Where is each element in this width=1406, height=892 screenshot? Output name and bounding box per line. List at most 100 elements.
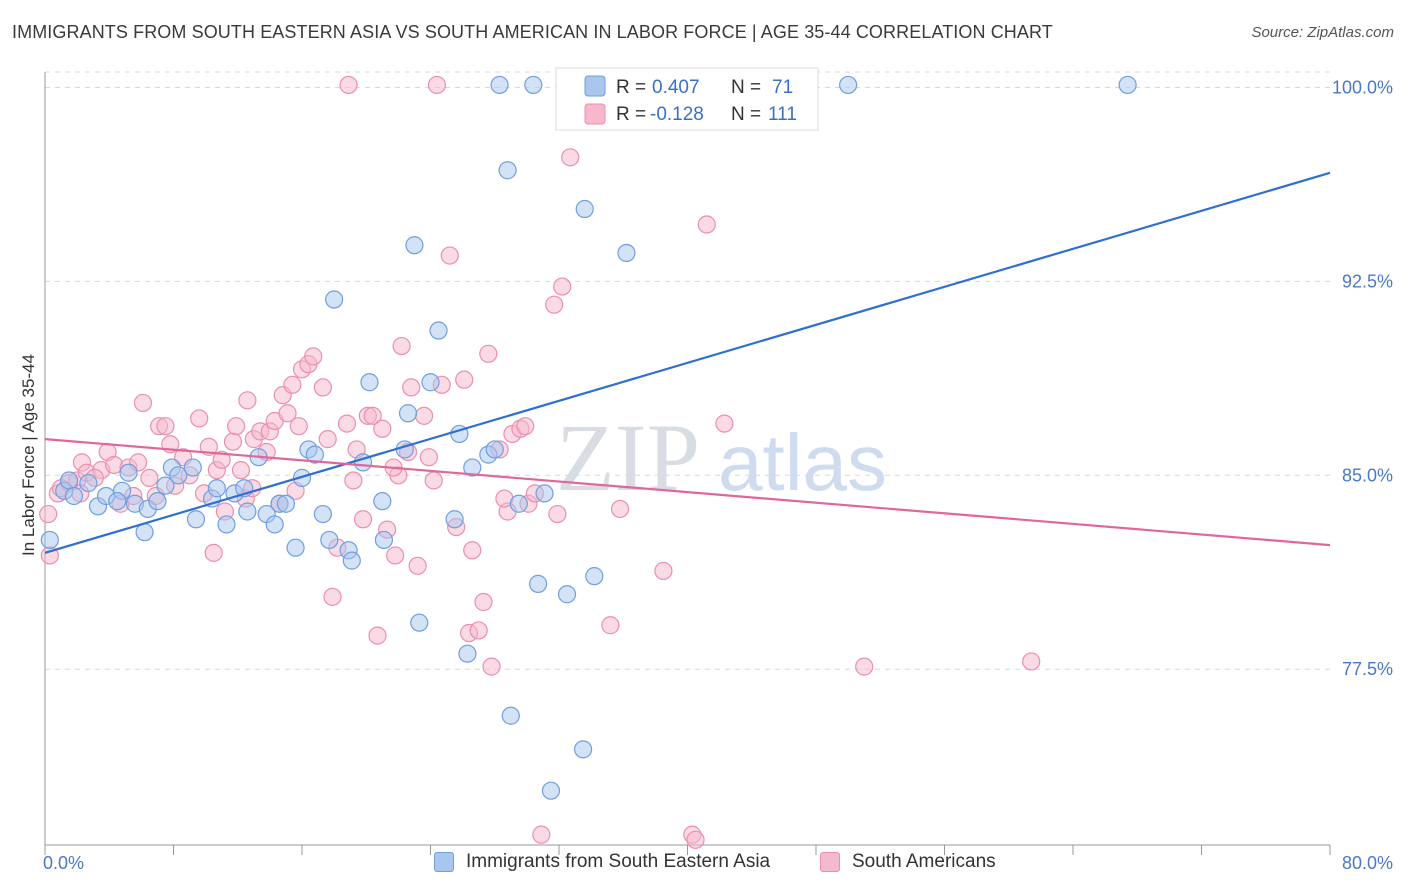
- series-south-eastern-asia: [40, 75, 1137, 800]
- legend-item-south-eastern-asia: Immigrants from South Eastern Asia: [434, 851, 770, 873]
- legend-swatch-pink: [820, 852, 840, 872]
- blue-point-4: [79, 473, 98, 493]
- pink-point-104: [344, 471, 363, 490]
- legend-blue-n-value: 71: [772, 77, 793, 98]
- legend-label-south-americans: South Americans: [852, 851, 996, 872]
- pink-point-62: [414, 406, 434, 425]
- pink-point-38: [278, 404, 297, 423]
- pink-point-109: [212, 450, 231, 469]
- pink-point-73: [479, 344, 498, 363]
- pink-point-95: [855, 657, 874, 676]
- blue-point-46: [445, 510, 464, 529]
- pink-point-26: [223, 432, 243, 451]
- pink-point-53: [368, 626, 387, 645]
- blue-point-64: [617, 243, 636, 263]
- pink-point-60: [402, 378, 421, 397]
- blue-point-18: [207, 479, 226, 498]
- grid-lines: [45, 71, 1330, 670]
- pink-point-21: [190, 409, 209, 428]
- y-tick-label-3: 100.0%: [1332, 78, 1393, 98]
- pink-point-66: [440, 246, 459, 265]
- blue-point-53: [498, 161, 517, 180]
- pink-point-94: [715, 414, 734, 433]
- x-tick-label-1: 80.0%: [1342, 853, 1393, 873]
- y-axis-label: In Labor Force | Age 35-44: [19, 354, 38, 556]
- pink-point-48: [337, 414, 357, 433]
- legend-pink-swatch: [584, 103, 606, 125]
- pink-point-90: [654, 561, 673, 581]
- pink-point-82: [532, 825, 551, 844]
- pink-point-88: [601, 616, 620, 635]
- pink-point-56: [386, 546, 405, 565]
- pink-point-68: [455, 370, 474, 389]
- legend-pink-r-label: R =: [616, 104, 646, 125]
- legend-pink-n-label: N =: [731, 104, 761, 125]
- blue-point-62: [575, 199, 594, 219]
- pink-point-46: [323, 587, 342, 606]
- pink-point-63: [419, 448, 438, 467]
- x-tick-labels: 0.0% 80.0%: [43, 853, 1393, 873]
- pink-point-61: [408, 556, 427, 575]
- pink-point-84: [548, 504, 567, 524]
- pink-point-0: [39, 504, 58, 524]
- blue-point-22: [238, 502, 257, 521]
- pink-trend-line: [44, 438, 1331, 547]
- pink-point-45: [318, 430, 337, 449]
- pink-point-72: [474, 592, 493, 612]
- blue-point-48: [458, 644, 477, 663]
- blue-point-35: [342, 551, 361, 570]
- blue-point-52: [490, 75, 509, 95]
- legend-blue-r-value: 0.407: [652, 77, 700, 98]
- blue-point-61: [573, 740, 593, 759]
- blue-point-28: [286, 538, 305, 557]
- legend-blue-r-label: R =: [616, 77, 646, 98]
- pink-point-83: [545, 295, 564, 314]
- legend-swatch-blue: [434, 852, 454, 872]
- blue-point-45: [429, 321, 448, 340]
- blue-point-37: [360, 373, 379, 392]
- pink-point-89: [610, 499, 630, 519]
- pink-point-23: [204, 543, 223, 562]
- blue-point-42: [405, 236, 424, 255]
- pink-point-14: [133, 393, 153, 413]
- blue-point-33: [325, 290, 344, 309]
- blue-point-59: [541, 781, 561, 800]
- blue-point-39: [374, 530, 394, 550]
- pink-point-58: [392, 336, 411, 356]
- blue-point-12: [148, 492, 167, 511]
- blue-point-38: [373, 492, 392, 511]
- blue-point-16: [186, 510, 206, 529]
- blue-point-15: [183, 458, 202, 477]
- pink-point-71: [469, 621, 488, 640]
- legend-item-south-americans: South Americans: [820, 851, 996, 873]
- pink-point-85: [553, 277, 572, 296]
- y-tick-label-0: 77.5%: [1342, 659, 1393, 679]
- blue-point-8: [119, 463, 138, 482]
- blue-point-0: [40, 530, 59, 550]
- legend-blue-n-label: N =: [731, 77, 761, 98]
- blue-point-68: [108, 492, 127, 511]
- x-tick-label-0: 0.0%: [43, 853, 84, 873]
- blue-point-31: [313, 504, 332, 524]
- blue-point-49: [463, 458, 482, 477]
- pink-point-40: [289, 417, 308, 436]
- y-tick-label-1: 85.0%: [1342, 465, 1393, 485]
- blue-point-14: [169, 466, 188, 485]
- pink-point-44: [313, 378, 332, 397]
- legend-pink-r-value: -0.128: [650, 104, 704, 125]
- watermark-zip: ZIP: [556, 404, 700, 511]
- pink-point-79: [516, 417, 535, 436]
- pink-point-54: [373, 419, 392, 438]
- chart-title: IMMIGRANTS FROM SOUTH EASTERN ASIA VS SO…: [12, 22, 1053, 42]
- blue-point-44: [421, 373, 440, 392]
- blue-point-51: [485, 440, 504, 459]
- pink-point-97: [339, 75, 358, 95]
- blue-trend-line: [44, 171, 1331, 554]
- blue-point-40: [395, 440, 414, 459]
- pink-point-39: [283, 375, 302, 394]
- pink-point-98: [427, 75, 447, 95]
- pink-point-22: [199, 437, 218, 456]
- blue-point-66: [839, 75, 858, 95]
- pink-point-92: [686, 830, 705, 849]
